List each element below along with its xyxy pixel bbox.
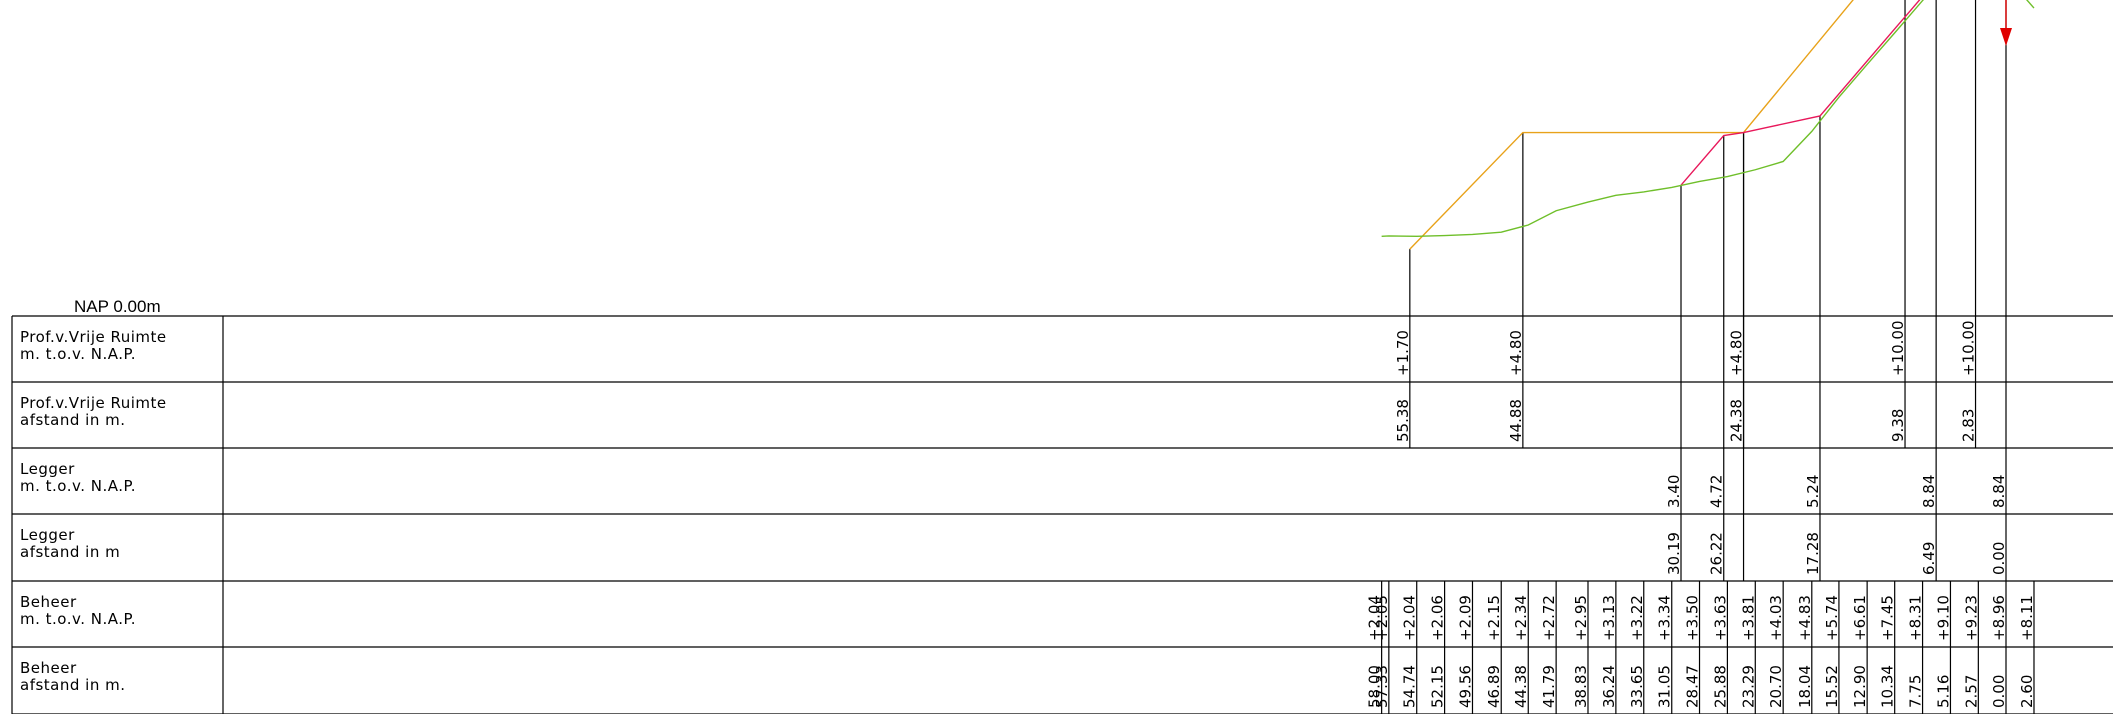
beheer-nap-value: +4.03 xyxy=(1767,595,1785,641)
beheer-nap-value: +7.45 xyxy=(1879,595,1897,641)
beheer-afstand-value: 28.47 xyxy=(1684,665,1702,708)
row-title-line1: Beheer xyxy=(20,659,77,677)
station-lines xyxy=(1381,0,2035,714)
row-title-line2: m. t.o.v. N.A.P. xyxy=(20,345,136,363)
pvr-afstand-value: 2.83 xyxy=(1960,409,1978,442)
beheer-afstand-value: 12.90 xyxy=(1851,665,1869,708)
beheer-afstand-value: 18.04 xyxy=(1796,665,1814,708)
beheer-afstand-value: 57.33 xyxy=(1373,665,1391,708)
row-title-line1: Prof.v.Vrije Ruimte xyxy=(20,328,167,346)
legger-afstand-value: 0.00 xyxy=(1990,542,2008,575)
beheer-afstand-value: 33.65 xyxy=(1628,665,1646,708)
terrain-profile-line xyxy=(1381,0,2035,237)
beheer-nap-value: +2.95 xyxy=(1572,595,1590,641)
beheer-nap-value: +3.50 xyxy=(1684,595,1702,641)
beheer-nap-value: +2.06 xyxy=(1429,595,1447,641)
beheer-afstand-value: 31.05 xyxy=(1656,665,1674,708)
beheer-nap-value: +3.81 xyxy=(1739,595,1757,641)
beheer-afstand-value: 41.79 xyxy=(1540,665,1558,708)
beheer-nap-value: +3.63 xyxy=(1711,595,1729,641)
beheer-afstand-value: 36.24 xyxy=(1600,665,1618,708)
beheer-afstand-value: 44.38 xyxy=(1512,665,1530,708)
beheer-nap-value: +3.13 xyxy=(1600,595,1618,641)
axis-marker-arrowhead xyxy=(2000,28,2012,46)
row-title-line1: Beheer xyxy=(20,593,77,611)
beheer-afstand-value: 23.29 xyxy=(1739,665,1757,708)
pvr-nap-value: +1.70 xyxy=(1394,330,1412,376)
row-title-line2: afstand in m. xyxy=(20,411,125,429)
pvr-nap-value: +4.80 xyxy=(1728,330,1746,376)
beheer-nap-value: +2.04 xyxy=(1366,595,1384,641)
beheer-afstand-value: 25.88 xyxy=(1711,665,1729,708)
beheer-nap-value: +8.11 xyxy=(2018,595,2036,641)
row-title-line1: Legger xyxy=(20,460,75,478)
beheer-afstand-value: 2.60 xyxy=(2018,675,2036,708)
row-title-line1: Legger xyxy=(20,526,75,544)
beheer-nap-value: +2.15 xyxy=(1485,595,1503,641)
beheer-afstand-value: 0.00 xyxy=(1990,675,2008,708)
beheer-afstand-value: 2.57 xyxy=(1962,675,1980,708)
axis-marker-icon xyxy=(2000,0,2012,46)
beheer-nap-value: +2.05 xyxy=(1373,595,1391,641)
beheer-afstand-value: 58.00 xyxy=(1366,665,1384,708)
legger-nap-value: 3.40 xyxy=(1665,475,1683,508)
beheer-afstand-value: 46.89 xyxy=(1485,665,1503,708)
beheer-afstand-value: 7.75 xyxy=(1907,675,1925,708)
beheer-afstand-value: 49.56 xyxy=(1457,665,1475,708)
row-title-line1: Prof.v.Vrije Ruimte xyxy=(20,394,167,412)
beheer-afstand-value: 10.34 xyxy=(1879,665,1897,708)
beheer-afstand-value: 5.16 xyxy=(1935,675,1953,708)
nap-label: NAP 0.00m xyxy=(74,297,161,316)
beheer-nap-value: +5.74 xyxy=(1823,595,1841,641)
legger-nap-value: 8.84 xyxy=(1920,475,1938,508)
beheer-nap-value: +2.72 xyxy=(1540,595,1558,641)
pvr-nap-value: +10.00 xyxy=(1889,320,1907,376)
pvr-afstand-value: 24.38 xyxy=(1728,399,1746,442)
beheer-afstand-value: 38.83 xyxy=(1572,665,1590,708)
legger-afstand-value: 6.49 xyxy=(1920,542,1938,575)
row-title-line2: afstand in m xyxy=(20,543,120,561)
beheer-nap-value: +9.10 xyxy=(1935,595,1953,641)
beheer-afstand-value: 54.74 xyxy=(1401,665,1419,708)
beheer-nap-value: +8.96 xyxy=(1990,595,2008,641)
pvr-nap-value: +10.00 xyxy=(1960,320,1978,376)
beheer-afstand-value: 52.15 xyxy=(1429,665,1447,708)
pvr-afstand-value: 44.88 xyxy=(1507,399,1525,442)
row-title-line2: m. t.o.v. N.A.P. xyxy=(20,477,136,495)
pvr-nap-value: +4.80 xyxy=(1507,330,1525,376)
beheer-nap-value: +3.22 xyxy=(1628,595,1646,641)
legger-afstand-value: 26.22 xyxy=(1708,532,1726,575)
data-table-frame xyxy=(11,315,2113,714)
free-space-profile-line xyxy=(1409,0,1854,250)
beheer-nap-value: +6.61 xyxy=(1851,595,1869,641)
legger-afstand-value: 17.28 xyxy=(1804,532,1822,575)
legger-nap-value: 5.24 xyxy=(1804,475,1822,508)
row-title-line2: m. t.o.v. N.A.P. xyxy=(20,610,136,628)
row-title-line2: afstand in m. xyxy=(20,676,125,694)
data-table-values: +1.70 +4.80 +4.80 +10.00 +10.00 55.38 44.88 24.… xyxy=(1366,320,2036,708)
beheer-nap-value: +9.23 xyxy=(1962,595,1980,641)
pvr-afstand-value: 9.38 xyxy=(1889,409,1907,442)
legger-profile-line xyxy=(1680,0,1921,186)
beheer-afstand-value: 15.52 xyxy=(1823,665,1841,708)
beheer-nap-value: +3.34 xyxy=(1656,595,1674,641)
pvr-afstand-value: 55.38 xyxy=(1394,399,1412,442)
beheer-nap-value: +8.31 xyxy=(1907,595,1925,641)
beheer-nap-value: +2.04 xyxy=(1401,595,1419,641)
legger-afstand-value: 30.19 xyxy=(1665,532,1683,575)
beheer-nap-value: +2.34 xyxy=(1512,595,1530,641)
beheer-nap-value: +4.83 xyxy=(1796,595,1814,641)
profile-lines xyxy=(1381,0,2035,250)
legger-nap-value: 8.84 xyxy=(1990,475,2008,508)
beheer-afstand-value: 20.70 xyxy=(1767,665,1785,708)
legger-nap-value: 4.72 xyxy=(1708,475,1726,508)
beheer-nap-value: +2.09 xyxy=(1457,595,1475,641)
